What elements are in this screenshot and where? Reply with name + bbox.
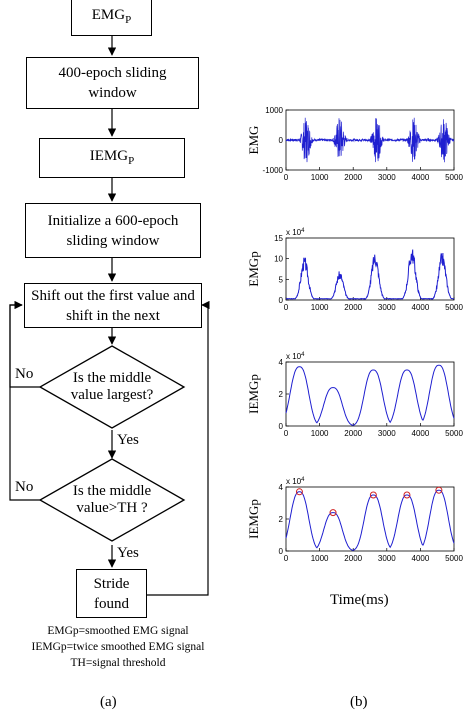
x-tick-label: 5000	[445, 554, 463, 563]
decision-1-text: Is the middle value largest?	[70, 370, 154, 403]
y-tick-label: 15	[274, 234, 283, 243]
x-tick-label: 0	[284, 303, 289, 312]
scale-exponent: 4	[301, 352, 305, 358]
shift-label: Shift out the first value and shift in t…	[31, 287, 195, 324]
no-label-2: No	[15, 479, 34, 495]
decision-2-diamond	[38, 458, 186, 542]
x-tick-label: 1000	[311, 303, 329, 312]
x-tick-label: 4000	[412, 173, 430, 182]
iemgp-box: IEMGP	[39, 138, 185, 178]
x-tick-label: 2000	[344, 554, 362, 563]
peak-marker	[435, 486, 443, 494]
plot-frame	[285, 237, 455, 301]
emgp-box: EMGP	[71, 0, 152, 36]
y-tick-label: 0	[279, 296, 284, 305]
peak-marker	[329, 509, 337, 517]
scale-factor-label: x 104	[286, 477, 305, 486]
y-tick-label: 4	[279, 358, 284, 367]
y-tick-label: 2	[279, 515, 284, 524]
yes-label-2: Yes	[117, 545, 139, 561]
x-tick-label: 0	[284, 429, 289, 438]
legend-line-1: EMGp=smoothed EMG signal	[47, 625, 189, 637]
stride-found-box: Stride found	[76, 569, 147, 618]
peak-marker	[403, 491, 411, 499]
emgp-subscript: P	[125, 13, 132, 26]
signal-line	[285, 489, 455, 551]
x-tick-label: 3000	[378, 303, 396, 312]
iemgp-subscript: P	[128, 154, 135, 167]
x-tick-label: 2000	[344, 303, 362, 312]
x-tick-label: 5000	[445, 173, 463, 182]
signal-line	[285, 117, 455, 163]
iemgp-label: IEMGP	[89, 147, 135, 167]
signal-line	[285, 249, 455, 300]
x-tick-label: 3000	[378, 554, 396, 563]
x-tick-label: 4000	[412, 554, 430, 563]
y-axis-label: EMG	[246, 126, 261, 155]
y-axis-label: IEMGp	[246, 499, 261, 539]
decision-2-text: Is the middle value>TH ?	[72, 483, 152, 516]
scale-exponent: 4	[301, 228, 305, 234]
x-tick-label: 3000	[378, 429, 396, 438]
x-tick-label: 2000	[344, 429, 362, 438]
signal-line	[285, 364, 455, 426]
sliding-window-label: 400-epoch sliding window	[58, 65, 167, 101]
caption-b: (b)	[350, 694, 368, 710]
y-tick-label: 2	[279, 390, 284, 399]
peak-marker	[295, 488, 303, 496]
y-tick-label: 10	[274, 255, 283, 264]
initialize-label: Initialize a 600-epoch sliding window	[47, 212, 179, 249]
scale-factor-label: x 104	[286, 352, 305, 361]
x-tick-label: 1000	[311, 554, 329, 563]
y-axis-label: EMGp	[246, 251, 261, 286]
emgp-label: EMGP	[91, 6, 132, 26]
x-tick-label: 5000	[445, 429, 463, 438]
x-tick-label: 2000	[344, 173, 362, 182]
x-tick-label: 0	[284, 173, 289, 182]
caption-a: (a)	[100, 694, 117, 710]
scale-exponent: 4	[301, 477, 305, 483]
stride-found-label: Stride found	[93, 575, 130, 612]
initialize-box: Initialize a 600-epoch sliding window	[25, 203, 201, 258]
time-axis-label: Time(ms)	[330, 592, 389, 608]
chart-3: 0 1000 2000 3000 4000 5000 4 2 0 x 104 IEMGp	[246, 352, 463, 438]
y-tick-label: 0	[279, 422, 284, 431]
decision-1-diamond	[38, 345, 186, 429]
x-tick-label: 3000	[378, 173, 396, 182]
x-tick-label: 0	[284, 554, 289, 563]
chart-4: 0 1000 2000 3000 4000 5000 4 2 0 x 104 IEMGp	[246, 477, 463, 563]
flowchart-connectors	[9, 36, 210, 596]
y-axis-label: IEMGp	[246, 374, 261, 414]
legend-line-3: TH=signal threshold	[70, 657, 166, 669]
legend-line-2: IEMGp=twice smoothed EMG signal	[31, 641, 205, 653]
shift-box: Shift out the first value and shift in t…	[24, 283, 202, 328]
x-tick-label: 4000	[412, 429, 430, 438]
yes-label-1: Yes	[117, 432, 139, 448]
peak-marker	[369, 491, 377, 499]
y-tick-label: 1000	[265, 106, 283, 115]
x-tick-label: 4000	[412, 303, 430, 312]
y-tick-label: 4	[279, 483, 284, 492]
x-tick-label: 1000	[311, 173, 329, 182]
y-tick-label: 0	[279, 547, 284, 556]
x-tick-label: 5000	[445, 303, 463, 312]
no-label-1: No	[15, 366, 34, 382]
y-tick-label: 5	[279, 275, 284, 284]
y-tick-label: -1000	[263, 166, 284, 175]
y-tick-label: 0	[279, 136, 284, 145]
chart-2: 0 1000 2000 3000 4000 5000 15 10 5 0 x 104 EMGp	[246, 228, 463, 312]
sliding-window-box: 400-epoch sliding window	[26, 57, 199, 109]
x-tick-label: 1000	[311, 429, 329, 438]
scale-factor-label: x 104	[286, 228, 305, 237]
